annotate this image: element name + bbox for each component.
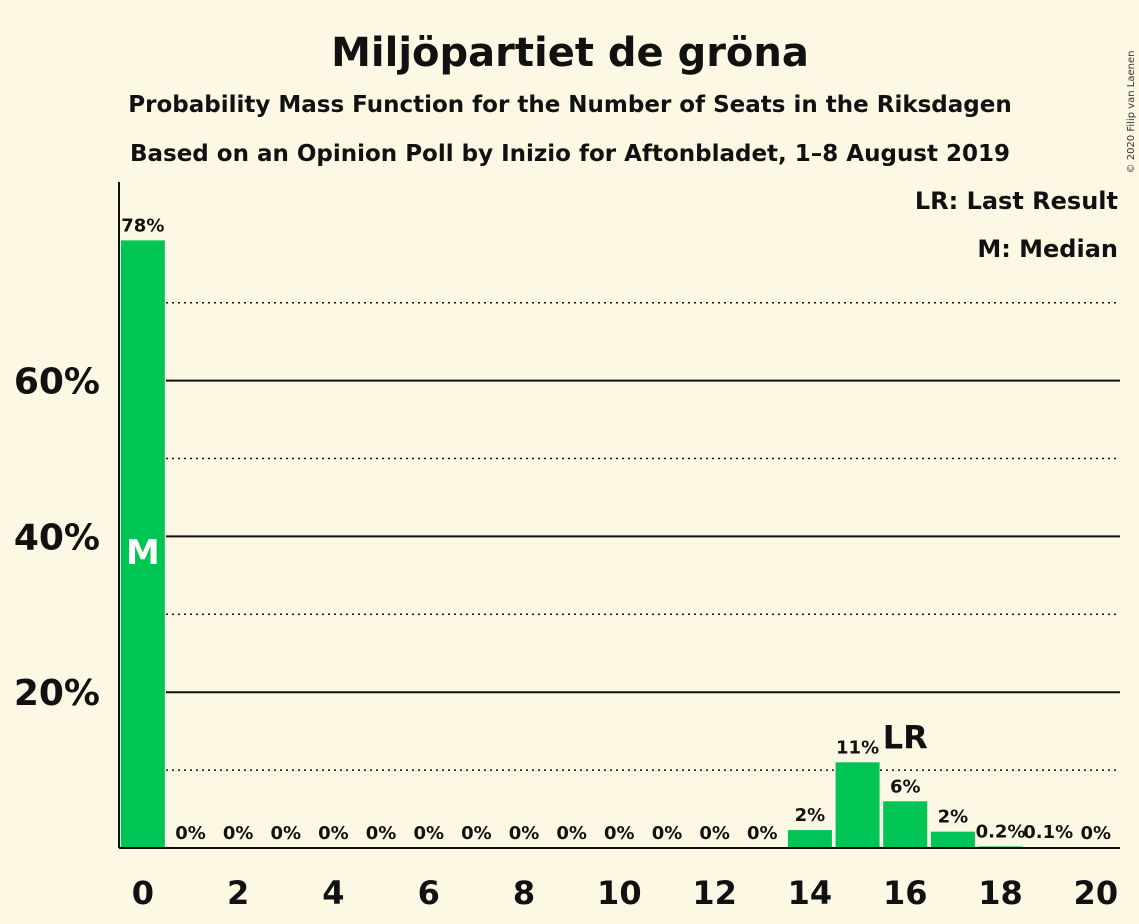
- last-result-marker: LR: [883, 718, 928, 756]
- data-label: 0%: [652, 823, 683, 844]
- data-label: 0%: [1081, 823, 1112, 844]
- x-axis-labels: 0 2 4 6 8 10 12 14 16 18 20: [132, 874, 1118, 912]
- y-tick-label: 20%: [14, 673, 100, 714]
- legend-median: M: Median: [977, 235, 1118, 263]
- bar-seat-0: [120, 240, 165, 848]
- data-label: 78%: [121, 215, 164, 236]
- data-label: 6%: [890, 776, 921, 797]
- x-tick-label: 16: [883, 874, 928, 912]
- data-label: 0%: [556, 823, 587, 844]
- x-tick-label: 20: [1074, 874, 1119, 912]
- x-tick-label: 6: [418, 874, 440, 912]
- bar-seat-17: [930, 831, 975, 848]
- x-tick-label: 10: [597, 874, 642, 912]
- bars: [120, 240, 1071, 848]
- x-tick-label: 14: [788, 874, 833, 912]
- y-tick-label: 60%: [14, 362, 100, 403]
- y-axis-labels: 20% 40% 60%: [14, 362, 100, 715]
- x-tick-label: 18: [978, 874, 1023, 912]
- data-label: 2%: [795, 805, 826, 826]
- chart-subtitle-1: Probability Mass Function for the Number…: [128, 92, 1011, 118]
- gridlines: [166, 301, 1120, 771]
- bar-seat-15: [835, 762, 880, 848]
- data-label: 0%: [604, 823, 635, 844]
- x-tick-label: 8: [513, 874, 535, 912]
- data-label: 0.2%: [976, 821, 1026, 842]
- data-label: 0%: [223, 823, 254, 844]
- bar-seat-14: [787, 830, 832, 848]
- data-label: 0%: [461, 823, 492, 844]
- data-label: 0%: [509, 823, 540, 844]
- data-label: 0%: [318, 823, 349, 844]
- x-tick-label: 12: [692, 874, 737, 912]
- median-marker: M: [126, 533, 160, 573]
- data-label: 0%: [747, 823, 778, 844]
- x-tick-label: 4: [322, 874, 344, 912]
- data-label: 11%: [836, 737, 879, 758]
- x-tick-label: 0: [132, 874, 154, 912]
- chart-subtitle-2: Based on an Opinion Poll by Inizio for A…: [130, 141, 1010, 167]
- data-label: 0%: [413, 823, 444, 844]
- legend-last-result: LR: Last Result: [915, 187, 1118, 215]
- copyright-note: © 2020 Filip van Laenen: [1126, 51, 1137, 174]
- x-tick-label: 2: [227, 874, 249, 912]
- chart-title: Miljöpartiet de gröna: [331, 30, 809, 76]
- bar-seat-16: [883, 801, 928, 848]
- data-label: 0.1%: [1023, 822, 1073, 843]
- data-label: 2%: [938, 807, 969, 828]
- data-label: 0%: [270, 823, 301, 844]
- data-label: 0%: [699, 823, 730, 844]
- y-tick-label: 40%: [14, 517, 100, 558]
- data-labels: 78% 0% 0% 0% 0% 0% 0% 0% 0% 0% 0% 0% 0% 0% 2% 11% 6% 2% 0.…: [121, 215, 1111, 844]
- data-label: 0%: [366, 823, 397, 844]
- data-label: 0%: [175, 823, 206, 844]
